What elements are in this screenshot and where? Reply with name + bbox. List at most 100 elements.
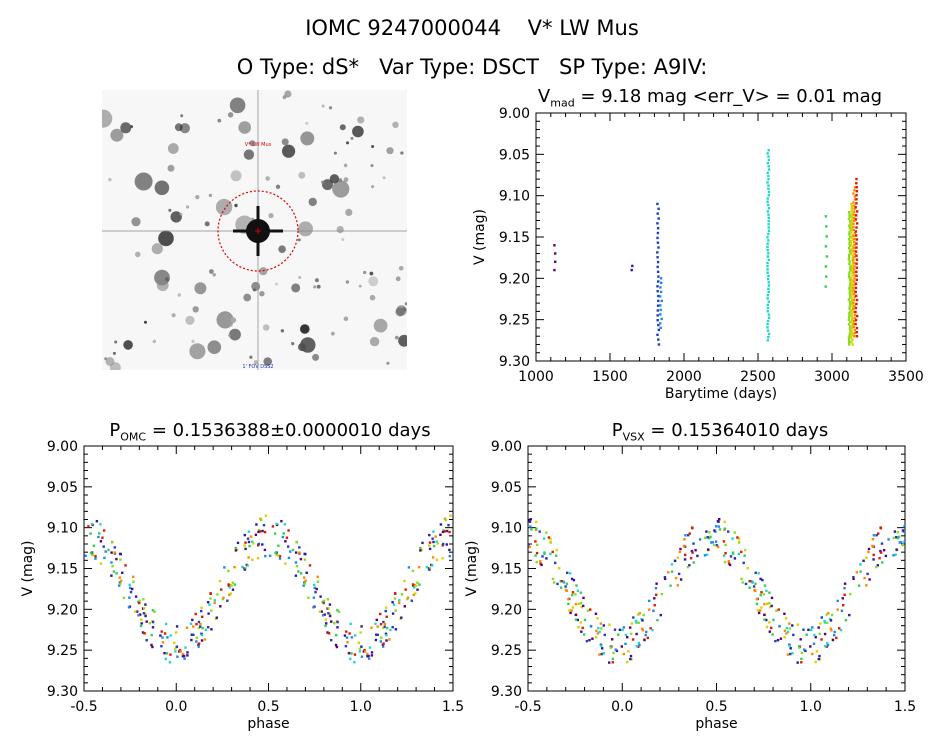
data-point (385, 639, 388, 642)
field-star (313, 285, 317, 289)
data-point (562, 580, 565, 583)
data-point (94, 557, 97, 560)
data-point (303, 576, 306, 579)
data-point (319, 595, 322, 598)
data-point (549, 537, 552, 540)
data-point (611, 661, 614, 664)
data-point (271, 525, 275, 528)
data-point (659, 313, 662, 316)
data-point (855, 274, 858, 277)
data-point (630, 268, 633, 272)
y-tick-label: 9.00 (47, 439, 78, 455)
data-point (539, 560, 542, 563)
data-point (767, 216, 770, 220)
data-point (856, 222, 859, 225)
data-point (140, 618, 143, 621)
data-point (766, 306, 770, 310)
data-point (588, 639, 591, 642)
data-point (854, 310, 857, 314)
data-point (291, 548, 295, 552)
field-star (208, 193, 212, 197)
data-point (653, 604, 656, 607)
data-point (847, 217, 851, 221)
data-point (195, 636, 198, 639)
field-star (229, 97, 246, 114)
data-point (398, 599, 401, 602)
data-point (555, 548, 558, 552)
data-point (94, 555, 97, 558)
data-point (385, 615, 388, 618)
data-point (851, 238, 854, 241)
data-point (571, 606, 575, 609)
data-point (825, 225, 828, 228)
data-point (112, 570, 116, 573)
data-point (571, 591, 575, 594)
data-point (847, 323, 851, 326)
data-point (608, 623, 611, 626)
data-point (431, 564, 434, 567)
data-point (722, 554, 726, 557)
data-point (850, 331, 853, 334)
data-point (197, 626, 200, 630)
field-star (298, 276, 302, 279)
data-point (767, 168, 771, 171)
data-point (579, 621, 582, 624)
data-point (243, 533, 246, 537)
data-point (335, 645, 339, 649)
data-point (850, 226, 853, 229)
data-point (851, 333, 854, 337)
data-point (277, 544, 280, 547)
data-point (328, 614, 332, 618)
data-point (89, 532, 92, 535)
data-point (853, 243, 856, 247)
field-star (216, 311, 234, 329)
data-point (435, 558, 439, 561)
data-point (892, 536, 895, 540)
data-point (850, 236, 853, 239)
data-point (851, 257, 854, 260)
data-point (553, 268, 556, 272)
data-point (629, 657, 632, 661)
field-star (369, 271, 374, 276)
x-tick-label: 1500 (592, 369, 628, 385)
data-point (183, 657, 186, 660)
data-point (393, 597, 397, 600)
data-point (570, 577, 574, 581)
data-point (168, 661, 172, 664)
data-point (657, 217, 660, 220)
x-tick-label: 3500 (888, 369, 924, 385)
data-point (767, 232, 770, 236)
data-point (713, 529, 716, 532)
data-point (529, 518, 532, 521)
data-point (848, 334, 851, 337)
data-point (805, 633, 808, 636)
data-point (560, 580, 563, 583)
data-point (439, 523, 443, 526)
data-point (298, 551, 301, 554)
data-point (655, 582, 658, 585)
data-point (851, 324, 854, 327)
data-point (852, 325, 856, 329)
data-point (848, 287, 851, 290)
data-point (624, 642, 627, 645)
data-point (826, 644, 830, 647)
data-point (111, 541, 114, 544)
data-point (853, 246, 856, 250)
data-point (629, 654, 633, 658)
data-point (796, 623, 800, 626)
data-point (825, 235, 828, 238)
data-point (855, 234, 858, 237)
data-point (848, 305, 852, 308)
data-point (796, 661, 799, 664)
data-point (428, 547, 432, 551)
field-star (179, 123, 190, 134)
data-point (618, 628, 622, 631)
data-point (634, 619, 638, 623)
data-point (659, 295, 662, 298)
data-point (689, 557, 693, 560)
data-point (691, 551, 694, 554)
data-point (350, 652, 353, 655)
data-point (856, 210, 859, 213)
data-point (663, 577, 667, 580)
data-point (853, 204, 856, 207)
